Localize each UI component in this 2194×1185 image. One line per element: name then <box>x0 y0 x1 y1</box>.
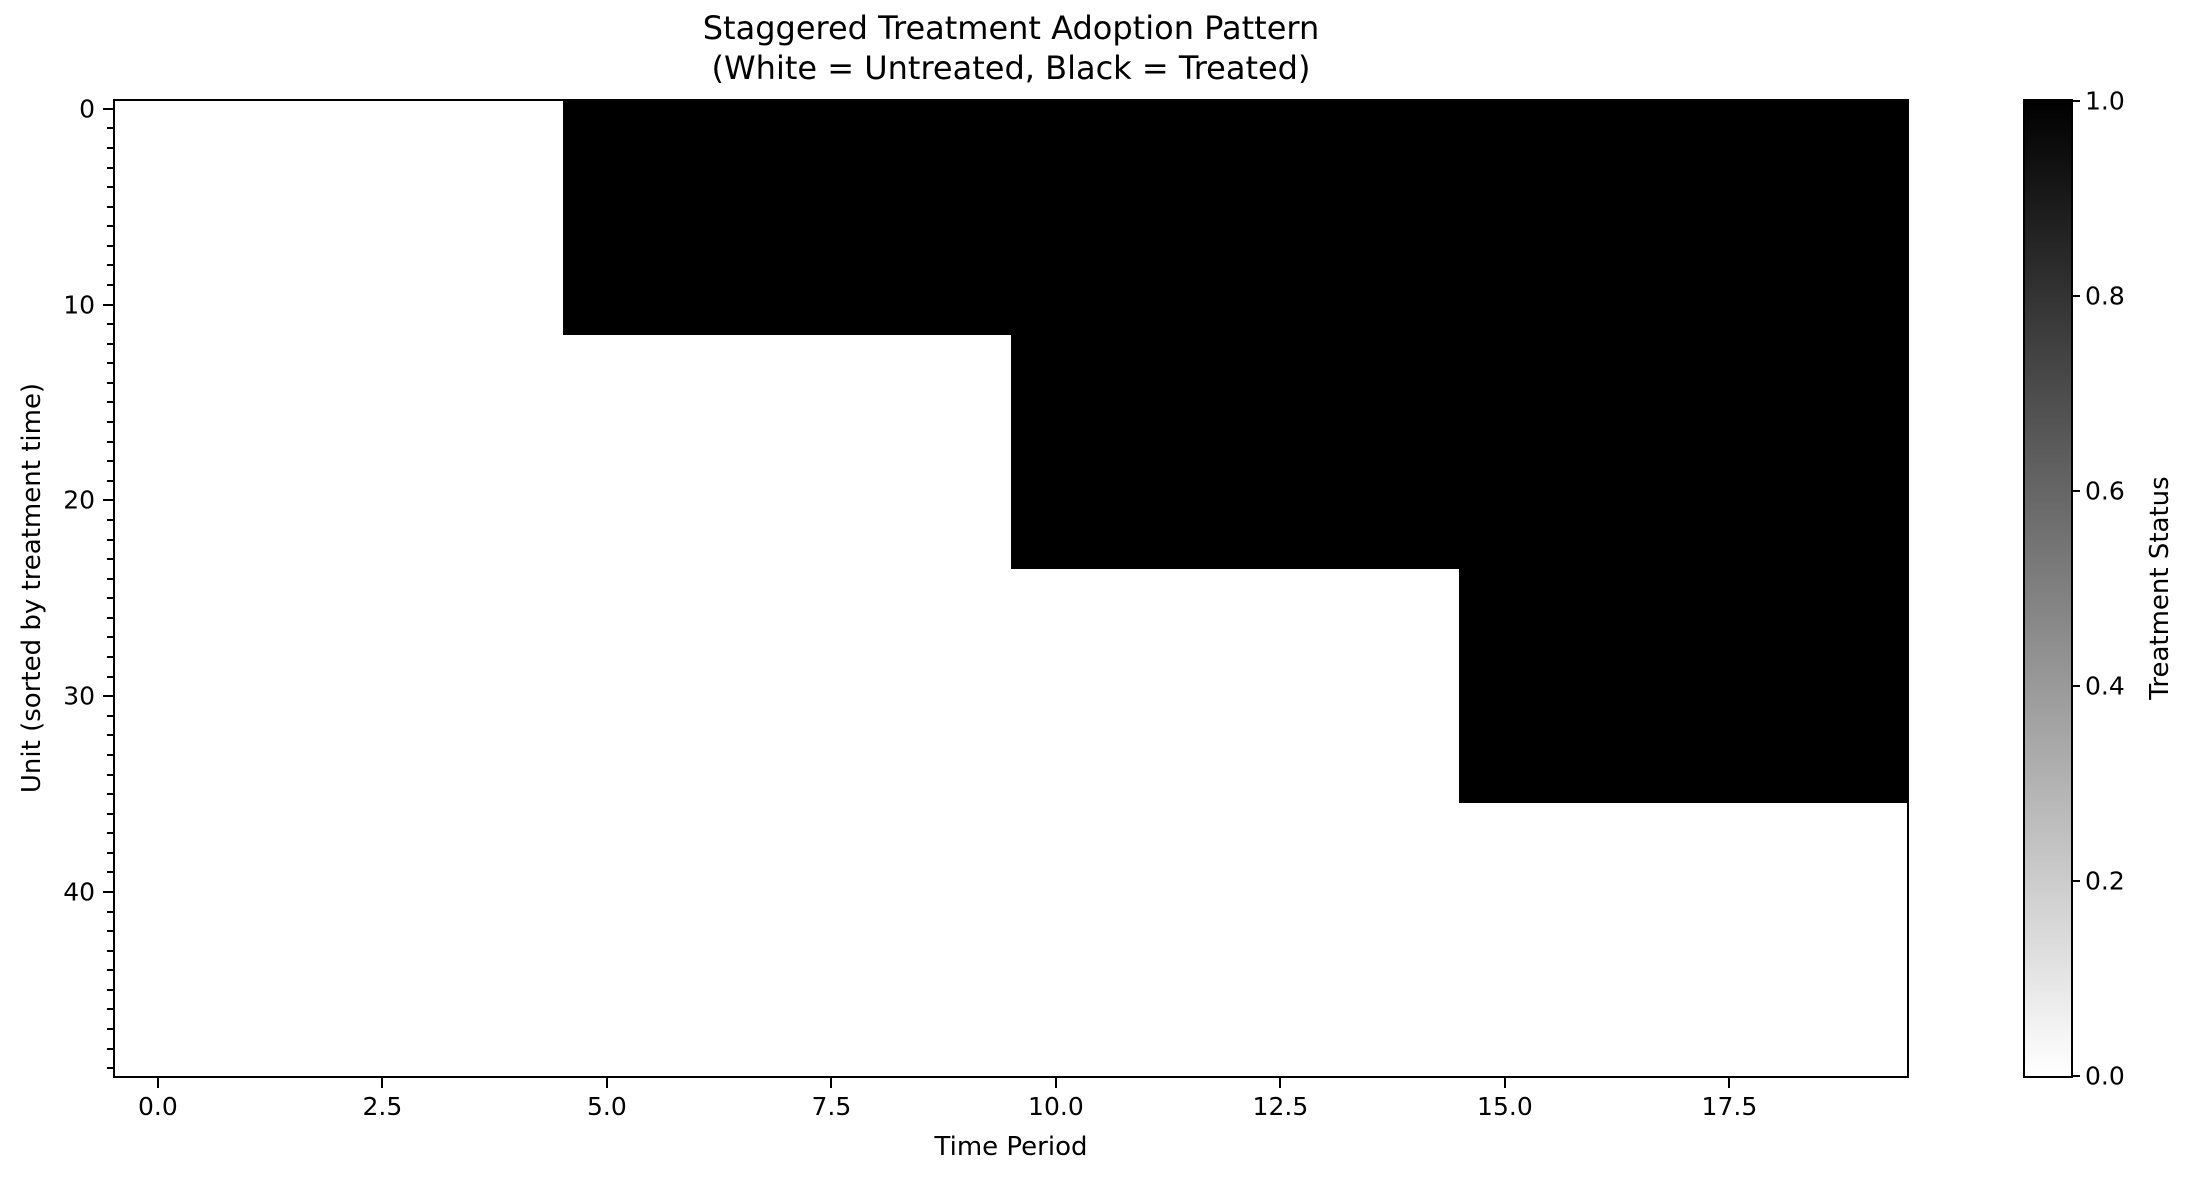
chart-title: Staggered Treatment Adoption Pattern (Wh… <box>113 8 1909 88</box>
x-axis-tick-label: 15.0 <box>1477 1092 1533 1121</box>
y-axis-tick <box>103 890 113 893</box>
colorbar-tick-label: 1.0 <box>2085 86 2125 116</box>
x-axis-label: Time Period <box>934 1132 1088 1162</box>
x-axis-tick-label: 10.0 <box>1028 1092 1084 1121</box>
colorbar-tick-label: 0.6 <box>2085 476 2125 506</box>
x-axis-tick <box>1054 1078 1057 1088</box>
y-axis-tick-label: 10 <box>63 290 95 320</box>
y-axis-tick-label: 0 <box>79 94 95 124</box>
y-axis-tick-label: 30 <box>63 681 95 711</box>
x-axis-tick-label: 17.5 <box>1701 1092 1758 1121</box>
x-axis-tick <box>830 1078 833 1088</box>
x-axis-tick <box>605 1078 608 1088</box>
colorbar-tick <box>2071 685 2080 687</box>
colorbar-tick <box>2071 1075 2080 1077</box>
x-axis-tick-label: 7.5 <box>811 1092 852 1121</box>
colorbar: 1.0 0.8 0.6 0.4 0.2 0.0 <box>2023 87 2125 1091</box>
y-axis-tick-label: 40 <box>63 877 95 907</box>
y-axis-label: Unit (sorted by treatment time) <box>17 382 47 794</box>
colorbar-tick <box>2071 295 2080 297</box>
x-axis-tick <box>1279 1078 1282 1088</box>
x-axis-tick <box>1503 1078 1506 1088</box>
y-axis-tick <box>103 695 113 698</box>
treated-region <box>563 101 1907 335</box>
colorbar-axis-label: Treatment Status <box>2145 476 2175 700</box>
y-axis-tick-label: 20 <box>63 485 95 515</box>
x-axis-tick <box>381 1078 384 1088</box>
x-axis-tick <box>1728 1078 1731 1088</box>
x-axis-tick-label: 12.5 <box>1252 1092 1309 1121</box>
x-axis-tick-label: 0.0 <box>138 1092 178 1121</box>
colorbar-tick-label: 0.8 <box>2085 281 2125 311</box>
y-axis-tick <box>103 303 113 306</box>
colorbar-tick <box>2071 100 2080 102</box>
x-axis-tick-label: 5.0 <box>587 1092 627 1121</box>
y-axis-tick <box>103 499 113 502</box>
chart-title-line-1: Staggered Treatment Adoption Pattern <box>702 9 1320 47</box>
colorbar-tick <box>2071 490 2080 492</box>
x-axis-tick <box>156 1078 159 1088</box>
x-axis-tick-label: 2.5 <box>362 1092 403 1121</box>
treated-region <box>1459 569 1907 803</box>
colorbar-tick <box>2071 880 2080 882</box>
y-axis-tick <box>103 107 113 110</box>
colorbar-tick-label: 0.0 <box>2085 1061 2125 1091</box>
chart-title-line-2: (White = Untreated, Black = Treated) <box>711 49 1311 87</box>
heatmap-plot-area <box>113 99 1909 1078</box>
colorbar-tick-label: 0.2 <box>2085 866 2125 896</box>
treated-region <box>1011 335 1907 569</box>
colorbar-tick-label: 0.4 <box>2085 671 2125 701</box>
